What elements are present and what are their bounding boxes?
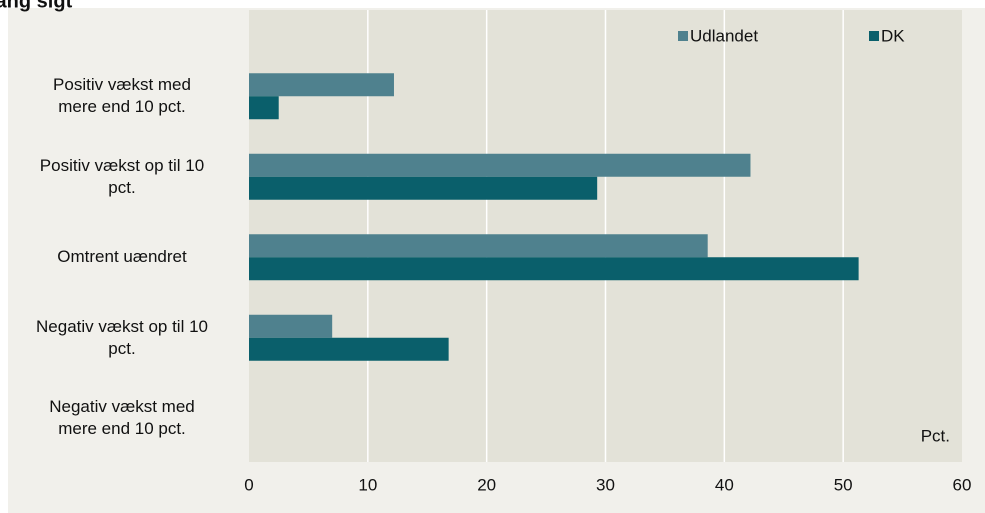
y-tick-label: Negativ vækst op til 10 pct. xyxy=(36,316,208,358)
x-tick-label: 30 xyxy=(596,475,615,494)
bar xyxy=(249,96,279,120)
legend-label: DK xyxy=(881,26,905,45)
bar xyxy=(249,73,394,97)
x-tick-label: 0 xyxy=(244,475,253,494)
y-tick-label: Negativ vækst med mere end 10 pct. xyxy=(49,397,195,439)
x-tick-label: 60 xyxy=(953,475,972,494)
bar xyxy=(249,234,708,258)
x-tick-label: 10 xyxy=(358,475,377,494)
bar xyxy=(249,337,449,361)
y-tick-label: Omtrent uændret xyxy=(57,247,187,267)
x-tick-label: 50 xyxy=(834,475,853,494)
x-tick-label: 40 xyxy=(715,475,734,494)
bar xyxy=(249,176,598,200)
y-tick-label: Positiv vækst op til 10 pct. xyxy=(39,155,205,197)
legend-swatch xyxy=(678,31,688,41)
chart-title: lang sigt xyxy=(0,0,73,12)
x-tick-label: 20 xyxy=(477,475,496,494)
bar xyxy=(249,257,859,281)
y-tick-label: Positiv vækst med mere end 10 pct. xyxy=(53,75,191,117)
bar xyxy=(249,314,333,338)
bar xyxy=(249,153,751,177)
legend-label: Udlandet xyxy=(690,26,758,45)
unit-label: Pct. xyxy=(921,426,950,445)
legend-swatch xyxy=(869,31,879,41)
